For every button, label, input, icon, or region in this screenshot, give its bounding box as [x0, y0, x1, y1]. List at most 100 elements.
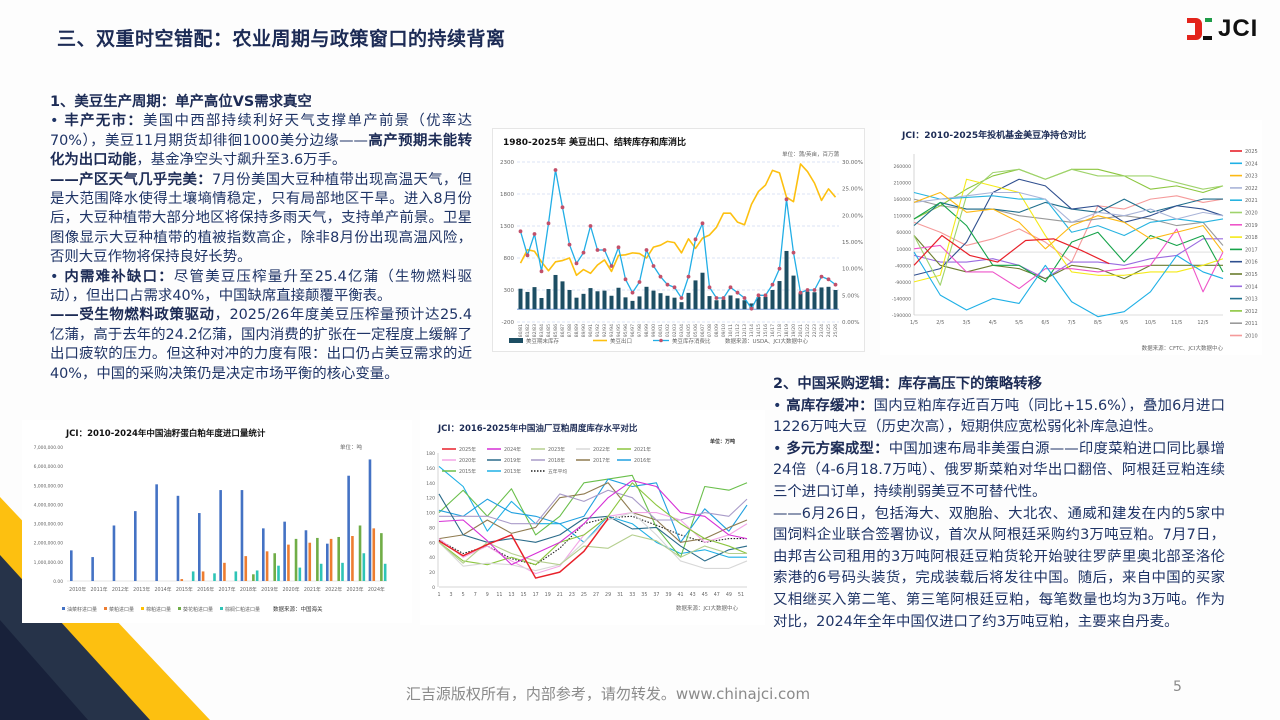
legend-label: 2010 — [1245, 334, 1258, 340]
stock-bar — [658, 293, 663, 310]
series-line-2019年 — [438, 493, 748, 562]
legend-label: 五年平均 — [548, 468, 567, 475]
y-tick-label: 120 — [426, 496, 435, 502]
x-tick-label: 98/99 — [644, 324, 650, 337]
bar-菜粕进口量 — [287, 544, 290, 581]
x-tick-label: 15 — [520, 592, 526, 598]
legend-label: 2024 — [1245, 161, 1258, 167]
stock-ratio-marker — [588, 224, 593, 228]
x-tick-label: 92/93 — [602, 324, 608, 337]
bar-葵花粕进口量 — [294, 538, 298, 581]
y-tick-label: 4,000,000.00 — [34, 502, 64, 508]
stock-bar — [707, 296, 712, 310]
stock-bar — [805, 291, 810, 310]
bar-棕榈仁粕进口量 — [234, 571, 238, 581]
chart-title: 1980-2025年 美豆出口、结转库存和库消比 — [503, 136, 686, 148]
bar-菜粕进口量 — [201, 571, 205, 581]
stock-bar — [721, 299, 726, 310]
x-tick-label: 13 — [508, 592, 514, 598]
stock-ratio-marker — [826, 277, 831, 282]
legend-label: 2020 — [1245, 211, 1258, 217]
x-tick-label: 49 — [726, 592, 732, 598]
legend-label: 2019 — [1245, 223, 1258, 229]
stock-bar — [637, 296, 642, 310]
stock-ratio-line — [519, 169, 836, 310]
legend-marker — [659, 338, 663, 343]
legend-label: 菜粕进口量 — [109, 606, 134, 613]
legend-label: 2016年 — [634, 457, 651, 464]
stock-ratio-marker — [707, 285, 712, 290]
bar-葵花粕进口量 — [337, 536, 340, 581]
stock-ratio-marker — [700, 221, 705, 226]
bar-油菜籽进口量 — [240, 490, 244, 581]
x-tick-label: 2015年 — [176, 586, 193, 593]
stock-ratio-marker — [609, 264, 614, 268]
legend-label: 2011 — [1245, 321, 1258, 327]
stock-bar — [525, 291, 530, 310]
x-tick-label: 7/5 — [1068, 320, 1076, 326]
x-tick-label: 2021年 — [304, 586, 321, 593]
section-heading: 2、中国采购逻辑：库存高压下的策略转移 — [773, 376, 1043, 392]
y-tick-label: 260000 — [893, 164, 911, 170]
x-tick-label: 2019年 — [261, 586, 278, 593]
legend-label: 美豆出口 — [610, 337, 632, 345]
x-tick-label: 2024年 — [368, 586, 385, 593]
bar-油菜籽进口量 — [368, 459, 372, 581]
x-tick-label: 21 — [557, 592, 563, 598]
x-tick-label: 21/22 — [805, 324, 811, 337]
legend-label: 棉粕进口量 — [146, 606, 171, 613]
y-tick-label: 210000 — [893, 181, 911, 187]
x-tick-label: 3/5 — [963, 320, 971, 326]
stock-ratio-marker — [546, 221, 551, 226]
stock-bar — [644, 286, 649, 310]
bar-葵花粕进口量 — [273, 553, 276, 581]
stock-ratio-marker — [756, 293, 761, 298]
legend-label: 2016 — [1245, 260, 1258, 266]
stock-ratio-marker — [784, 197, 789, 202]
us-soybean-section: 1、美豆生产周期：单产高位VS需求真空 • 丰产无市：美国中西部持续利好天气支撑… — [50, 93, 472, 384]
x-tick-label: 9/5 — [1120, 320, 1128, 326]
y-tick-label: 3,000,000.00 — [34, 522, 64, 528]
bar-葵花粕进口量 — [252, 574, 255, 581]
x-tick-label: 2023年 — [346, 586, 363, 593]
jci-logo: JCI — [1186, 15, 1258, 43]
x-tick-label: 96/97 — [630, 324, 636, 337]
legend-label: 2013 — [1245, 297, 1258, 303]
y2-tick-label: 20.00% — [842, 213, 863, 219]
x-tick-label: 07/08 — [707, 324, 713, 337]
series-line-2018 — [913, 178, 1224, 283]
stock-ratio-marker — [770, 282, 775, 287]
legend-label: 2022 — [1245, 186, 1258, 192]
x-tick-label: 2014年 — [154, 586, 171, 593]
x-tick-label: 95/96 — [623, 324, 629, 337]
stock-bar — [616, 287, 621, 310]
chart-title: JCI：2016-2025年中国油厂豆粕周度库存水平对比 — [437, 423, 638, 434]
legend-swatch — [178, 607, 181, 610]
x-tick-label: 85/86 — [553, 324, 559, 337]
body-text: ——6月26日，包括海大、双胞胎、大北农、通威和建发在内的5家中国饲料企业联合签… — [773, 505, 1225, 630]
stock-ratio-marker — [686, 274, 691, 279]
x-tick-label: 47 — [714, 592, 720, 598]
stock-bar — [791, 275, 796, 310]
legend-label: 2014 — [1245, 284, 1258, 290]
x-tick-label: 06/07 — [700, 324, 706, 337]
stock-bar — [574, 297, 579, 310]
x-tick-label: 11/12 — [735, 324, 741, 337]
x-tick-label: 83/84 — [539, 324, 545, 337]
legend-label: 2025 — [1245, 149, 1258, 155]
x-tick-label: 81/82 — [525, 324, 531, 337]
series-line-2012 — [913, 168, 1224, 220]
stock-bar — [756, 297, 761, 310]
body-text: 国内豆粕库存近百万吨（同比+15.6%），叠加6月进口1226万吨大豆（历史次高… — [773, 397, 1225, 436]
bold-text: 内需难补缺口： — [64, 268, 174, 285]
stock-ratio-marker — [798, 290, 803, 295]
footer-copyright: 汇吉源版权所有，内部参考，请勿转发。www.chinajci.com — [405, 685, 811, 703]
y-tick-label: 300 — [504, 288, 515, 294]
x-tick-label: 86/87 — [560, 324, 566, 337]
stock-bar — [651, 290, 656, 310]
page-number: 5 — [1173, 679, 1182, 695]
stock-ratio-marker — [763, 293, 768, 298]
x-tick-label: 1/5 — [910, 320, 918, 326]
x-tick-label: 33 — [629, 592, 635, 598]
stock-ratio-marker — [812, 288, 817, 292]
